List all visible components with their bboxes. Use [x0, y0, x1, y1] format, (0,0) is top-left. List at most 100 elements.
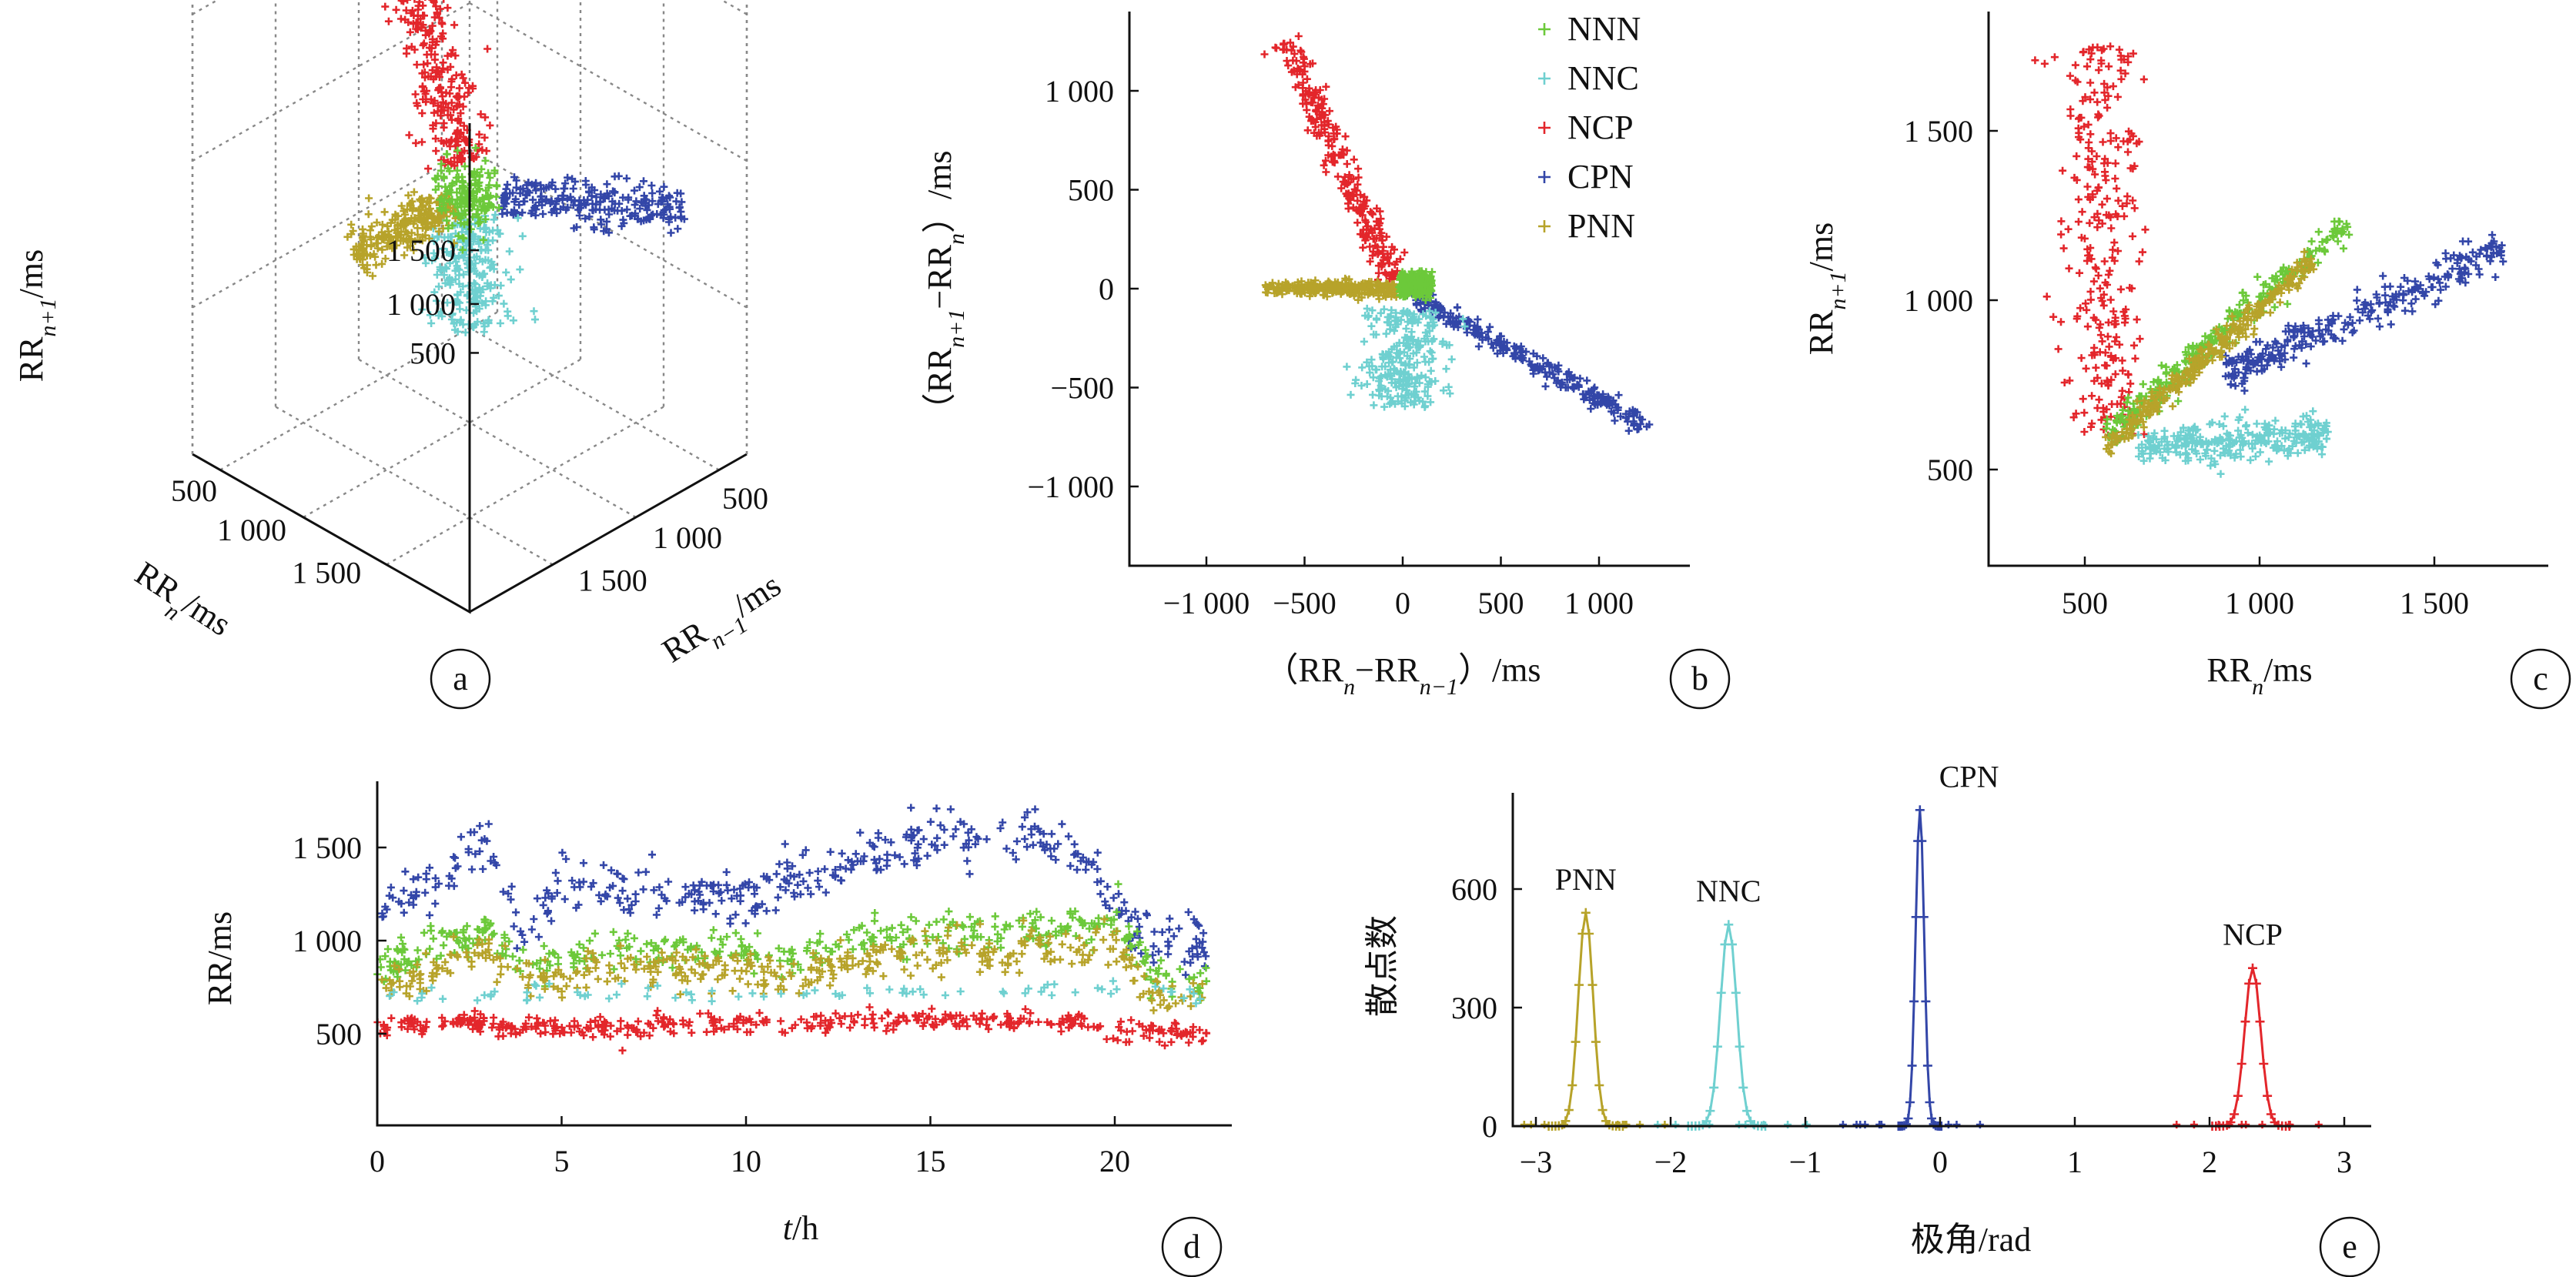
- scatter-point: [1381, 269, 1390, 277]
- scatter-point: [609, 928, 617, 936]
- scatter-point: [396, 15, 405, 23]
- scatter-point: [386, 883, 395, 891]
- scatter-point: [412, 139, 420, 147]
- scatter-point: [408, 206, 417, 215]
- scatter-point: [2109, 82, 2117, 91]
- scatter-point: [821, 888, 830, 897]
- scatter-point: [1303, 105, 1311, 114]
- scatter-point: [478, 257, 487, 266]
- y-tick-label: 1 000: [1045, 74, 1114, 109]
- scatter-point: [1142, 909, 1150, 918]
- scatter-point: [417, 23, 426, 32]
- scatter-point: [436, 5, 444, 13]
- scatter-point: [454, 232, 463, 240]
- scatter-point: [480, 328, 488, 336]
- scatter-point: [2401, 306, 2409, 315]
- scatter-point: [407, 215, 416, 222]
- scatter-point: [1066, 861, 1075, 870]
- scatter-point: [1359, 226, 1367, 234]
- scatter-point: [359, 232, 367, 240]
- scatter-point: [1165, 925, 1173, 934]
- scatter-point: [1400, 249, 1409, 256]
- scatter-point: [491, 211, 500, 219]
- scatter-point: [919, 835, 928, 844]
- scatter-point: [722, 881, 731, 889]
- legend-entry: NNC: [1567, 59, 1639, 97]
- scatter-point: [2076, 269, 2083, 277]
- scatter-point: [446, 142, 454, 151]
- scatter-point: [471, 144, 480, 152]
- scatter-point: [2302, 359, 2310, 368]
- scatter-point: [1370, 401, 1378, 410]
- scatter-point: [677, 198, 686, 206]
- scatter-point: [584, 196, 592, 204]
- scatter-point: [459, 233, 467, 242]
- scatter-point: [452, 102, 460, 111]
- scatter-point: [562, 206, 570, 214]
- scatter-point: [1175, 924, 1183, 933]
- scatter-point: [731, 929, 740, 938]
- scatter-point: [2103, 195, 2111, 203]
- scatter-point: [781, 840, 789, 848]
- scatter-point: [440, 174, 448, 182]
- scatter-point: [437, 160, 446, 168]
- scatter-point: [619, 193, 627, 202]
- scatter-point: [900, 860, 908, 868]
- scatter-point: [2082, 364, 2090, 373]
- scatter-point: [2092, 363, 2100, 372]
- scatter-point: [514, 214, 522, 222]
- scatter-point: [496, 229, 504, 238]
- scatter-point: [430, 96, 439, 105]
- scatter-point: [381, 255, 390, 262]
- scatter-point: [372, 261, 380, 269]
- scatter-point: [639, 885, 647, 894]
- scatter-point: [544, 908, 552, 916]
- scatter-point: [2106, 266, 2114, 275]
- scatter-point: [637, 947, 645, 955]
- scatter-point: [386, 219, 395, 227]
- scatter-point: [509, 952, 517, 961]
- scatter-point: [2074, 218, 2083, 226]
- scatter-point: [570, 197, 579, 206]
- scatter-point: [647, 211, 655, 219]
- scatter-point: [2057, 217, 2066, 226]
- grid-line: [469, 2, 748, 162]
- scatter-point: [2367, 300, 2375, 309]
- scatter-point: [479, 236, 487, 244]
- scatter-point: [2090, 89, 2099, 97]
- scatter-point: [443, 299, 451, 307]
- scatter-point: [1538, 122, 1551, 134]
- scatter-point: [457, 109, 465, 118]
- scatter-point: [1426, 347, 1434, 356]
- scatter-point: [667, 229, 675, 237]
- scatter-point: [547, 197, 556, 206]
- scatter-point: [444, 104, 453, 112]
- x-tick-label: 500: [2062, 586, 2108, 620]
- scatter-point: [431, 174, 440, 182]
- scatter-point: [630, 934, 638, 942]
- scatter-point: [420, 254, 429, 262]
- scatter-point: [945, 908, 953, 916]
- scatter-point: [460, 220, 468, 229]
- scatter-point: [691, 906, 699, 914]
- scatter-point: [933, 834, 942, 842]
- scatter-point: [451, 298, 460, 306]
- scatter-point: [1109, 894, 1118, 902]
- scatter-point: [2139, 380, 2147, 389]
- scatter-point: [2092, 265, 2100, 273]
- scatter-point: [547, 181, 556, 189]
- grid-line: [720, 0, 748, 15]
- scatter-point: [2353, 296, 2361, 305]
- scatter-point: [471, 259, 480, 267]
- scatter-point: [1166, 914, 1174, 923]
- scatter-point: [534, 933, 543, 941]
- scatter-point: [400, 251, 409, 259]
- scatter-point: [674, 225, 682, 233]
- scatter-point: [432, 2, 440, 11]
- scatter-point: [460, 206, 469, 215]
- scatter-point: [392, 5, 400, 14]
- scatter-point: [562, 982, 570, 991]
- scatter-point: [439, 64, 447, 72]
- scatter-point: [991, 912, 999, 921]
- scatter-point: [863, 928, 871, 937]
